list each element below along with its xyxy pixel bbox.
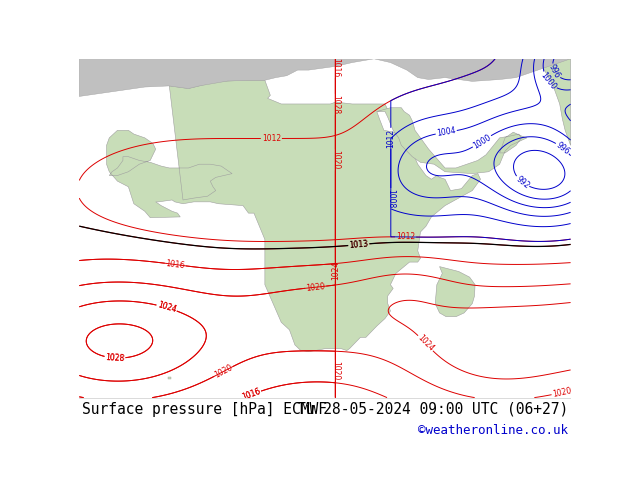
Text: 1008: 1008 xyxy=(386,189,396,208)
Text: 1013: 1013 xyxy=(349,239,369,250)
Polygon shape xyxy=(168,377,171,379)
Text: 1020: 1020 xyxy=(331,150,340,170)
Text: 1028: 1028 xyxy=(105,353,125,363)
Text: 1024: 1024 xyxy=(331,261,340,280)
Text: 1012: 1012 xyxy=(396,232,415,242)
Text: 1012: 1012 xyxy=(262,134,281,143)
Text: 1024: 1024 xyxy=(415,333,436,353)
Text: 1024: 1024 xyxy=(156,301,177,315)
Text: 1016: 1016 xyxy=(165,259,185,270)
Text: 1013: 1013 xyxy=(349,239,369,250)
Text: ©weatheronline.co.uk: ©weatheronline.co.uk xyxy=(418,424,568,437)
Text: 1012: 1012 xyxy=(386,129,396,148)
Text: 996: 996 xyxy=(547,63,562,80)
Text: 1028: 1028 xyxy=(331,95,340,114)
Text: 1000: 1000 xyxy=(539,71,558,92)
Text: 1020: 1020 xyxy=(213,363,234,380)
Text: 1028: 1028 xyxy=(105,353,125,363)
Text: 992: 992 xyxy=(514,174,531,190)
Text: 1004: 1004 xyxy=(436,126,456,138)
Text: 1000: 1000 xyxy=(471,132,493,150)
Text: 1020: 1020 xyxy=(306,282,326,293)
Polygon shape xyxy=(435,267,475,317)
Polygon shape xyxy=(107,80,481,352)
Text: Surface pressure [hPa] ECMWF: Surface pressure [hPa] ECMWF xyxy=(82,402,327,416)
Text: 1024: 1024 xyxy=(156,301,177,315)
Polygon shape xyxy=(377,108,527,173)
Polygon shape xyxy=(79,59,571,97)
Text: 1020: 1020 xyxy=(331,361,340,380)
Text: 1020: 1020 xyxy=(552,386,573,399)
Text: 996: 996 xyxy=(554,140,571,156)
Text: 1016: 1016 xyxy=(240,387,262,402)
Text: 1016: 1016 xyxy=(240,387,262,402)
Text: 1016: 1016 xyxy=(331,58,340,77)
Polygon shape xyxy=(538,59,571,146)
Text: Tu 28-05-2024 09:00 UTC (06+27): Tu 28-05-2024 09:00 UTC (06+27) xyxy=(297,402,568,416)
